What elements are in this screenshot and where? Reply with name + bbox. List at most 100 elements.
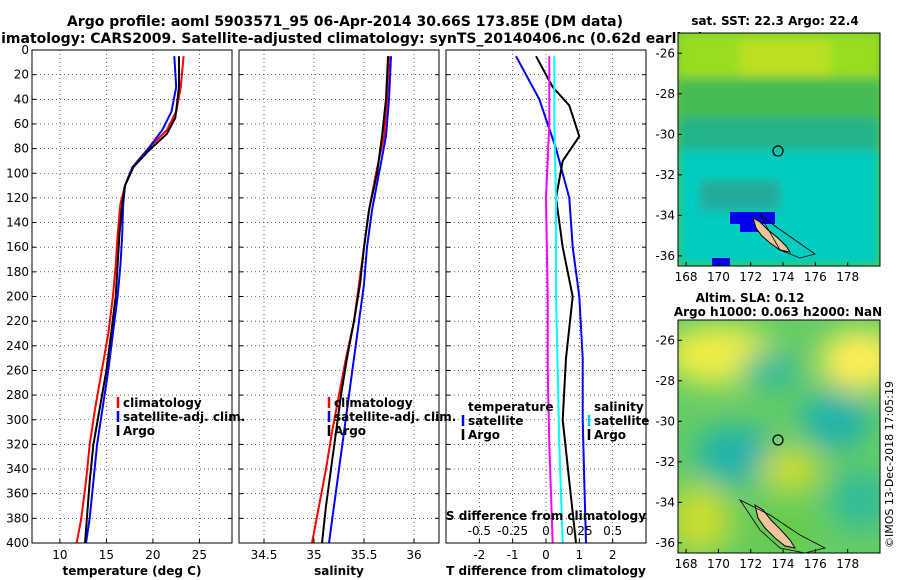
y-tick-label: 240	[6, 339, 29, 353]
x-tick-label: 1	[576, 548, 584, 562]
sst-map-axis-ticks: 168 170 172 174 176 178 -26 -28 -30 -32 -34 -36	[655, 46, 859, 284]
x-tick-label: 34.5	[251, 548, 278, 562]
s-tick-label: -0.5	[468, 524, 491, 538]
legend-label: satellite	[468, 414, 523, 428]
s-tick-label: -0.25	[497, 524, 528, 538]
temperature-chart: 0 20 40 60 80 100 120 140 160 180 200 220 240 260 280 3…	[6, 43, 245, 578]
map-y-tick-label: -26	[655, 333, 675, 347]
sla-map-title: Altim. SLA: 0.12	[696, 291, 805, 305]
map-y-tick-label: -28	[655, 87, 675, 101]
y-tick-label: 340	[6, 462, 29, 476]
x-tick-label: -1	[507, 548, 519, 562]
y-tick-label: 360	[6, 487, 29, 501]
y-tick-label: 260	[6, 363, 29, 377]
x-tick-label: 10	[52, 548, 67, 562]
x-tick-label: 2	[609, 548, 617, 562]
sst-argo-marker	[772, 145, 784, 157]
s-axis-label: S difference from climatology	[446, 509, 646, 523]
y-tick-label: 0	[21, 43, 29, 57]
series-line-climatology	[75, 56, 185, 544]
map-y-tick-label: -36	[655, 536, 675, 550]
difference-chart: -2 -1 0 1 2 T difference from climatology S di…	[445, 49, 649, 578]
map-x-tick-label: 170	[707, 557, 730, 571]
map-y-tick-label: -36	[655, 249, 675, 263]
y-tick-label: 80	[14, 142, 29, 156]
series-line-t-argo	[535, 55, 581, 544]
legend-label: satellite-adj. clim.	[123, 410, 245, 424]
x-tick-label: 15	[99, 548, 114, 562]
y-tick-label: 180	[6, 265, 29, 279]
y-tick-label: 60	[14, 117, 29, 131]
map-x-tick-label: 178	[836, 270, 859, 284]
y-tick-label: 120	[6, 191, 29, 205]
map-y-tick-label: -28	[655, 374, 675, 388]
sla-map-subtitle: Argo h1000: 0.063 h2000: NaN	[674, 305, 882, 319]
legend-label: Argo	[594, 428, 626, 442]
map-x-tick-label: 172	[739, 270, 762, 284]
header-line1: Argo profile: aoml 5903571_95 06-Apr-201…	[67, 14, 623, 30]
map-x-tick-label: 176	[804, 557, 827, 571]
y-tick-label: 280	[6, 388, 29, 402]
series-line-s-argo	[553, 56, 564, 544]
y-tick-label: 40	[14, 92, 29, 106]
sst-map	[678, 33, 880, 266]
x-tick-label: -2	[473, 548, 485, 562]
sst-map-title: sat. SST: 22.3 Argo: 22.4	[691, 14, 858, 28]
series-line-argo	[321, 56, 389, 544]
y-tick-label: 320	[6, 437, 29, 451]
y-tick-label: 160	[6, 240, 29, 254]
map-y-tick-label: -26	[655, 46, 675, 60]
y-tick-label: 220	[6, 314, 29, 328]
map-y-tick-label: -32	[655, 168, 675, 182]
series-line-t-satellite	[515, 55, 587, 544]
series-line-s-satellite	[544, 56, 554, 544]
x-tick-label: 35.5	[351, 548, 378, 562]
s-tick-label: 0.5	[603, 524, 622, 538]
sla-map-axis-ticks: 168 170 172 174 176 178 -26 -28 -30 -32 -34 -36	[655, 333, 859, 571]
x-tick-label: 0	[542, 548, 550, 562]
y-tick-label: 20	[14, 68, 29, 82]
map-x-tick-label: 178	[836, 557, 859, 571]
y-tick-label: 100	[6, 166, 29, 180]
y-tick-label: 140	[6, 216, 29, 230]
x-axis-label: T difference from climatology	[446, 564, 646, 578]
series-line-satellite-adj-clim-	[85, 56, 178, 544]
map-x-tick-label: 168	[675, 557, 698, 571]
legend-label: climatology	[123, 396, 202, 410]
map-x-tick-label: 170	[707, 270, 730, 284]
sst-map-frame	[677, 32, 881, 267]
salinity-chart: 34.5 35 35.5 36 salinity climatologysatellite…	[238, 49, 456, 578]
sla-map	[678, 320, 880, 553]
legend-title-temperature: temperature	[468, 400, 553, 414]
y-tick-label: 400	[6, 536, 29, 550]
sla-argo-marker	[772, 434, 784, 446]
x-tick-label: 36	[406, 548, 421, 562]
map-y-tick-label: -34	[655, 495, 675, 509]
map-x-tick-label: 168	[675, 270, 698, 284]
map-x-tick-label: 174	[772, 557, 795, 571]
map-y-tick-label: -34	[655, 208, 675, 222]
s-tick-label: 0.25	[566, 524, 593, 538]
x-tick-label: 25	[192, 548, 207, 562]
map-x-tick-label: 174	[772, 270, 795, 284]
s-tick-label: 0	[542, 524, 550, 538]
legend-label: Argo	[123, 424, 155, 438]
map-x-tick-label: 172	[739, 557, 762, 571]
legend-label: Argo	[468, 428, 500, 442]
map-y-tick-label: -32	[655, 455, 675, 469]
series-line-climatology	[311, 56, 390, 544]
y-tick-label: 300	[6, 413, 29, 427]
y-tick-label: 200	[6, 290, 29, 304]
legend-label: satellite	[594, 414, 649, 428]
legend-label: satellite-adj. clim.	[334, 410, 456, 424]
y-tick-label: 380	[6, 511, 29, 525]
header-line2: Climatology: CARS2009. Satellite-adjuste…	[0, 31, 704, 47]
series-line-satellite-adj-clim-	[328, 56, 392, 544]
x-axis-label: temperature (deg C)	[63, 564, 202, 578]
map-x-tick-label: 176	[804, 270, 827, 284]
legend-label: Argo	[334, 424, 366, 438]
map-y-tick-label: -30	[655, 127, 675, 141]
legend-label: climatology	[334, 396, 413, 410]
series-line-argo	[84, 56, 180, 544]
